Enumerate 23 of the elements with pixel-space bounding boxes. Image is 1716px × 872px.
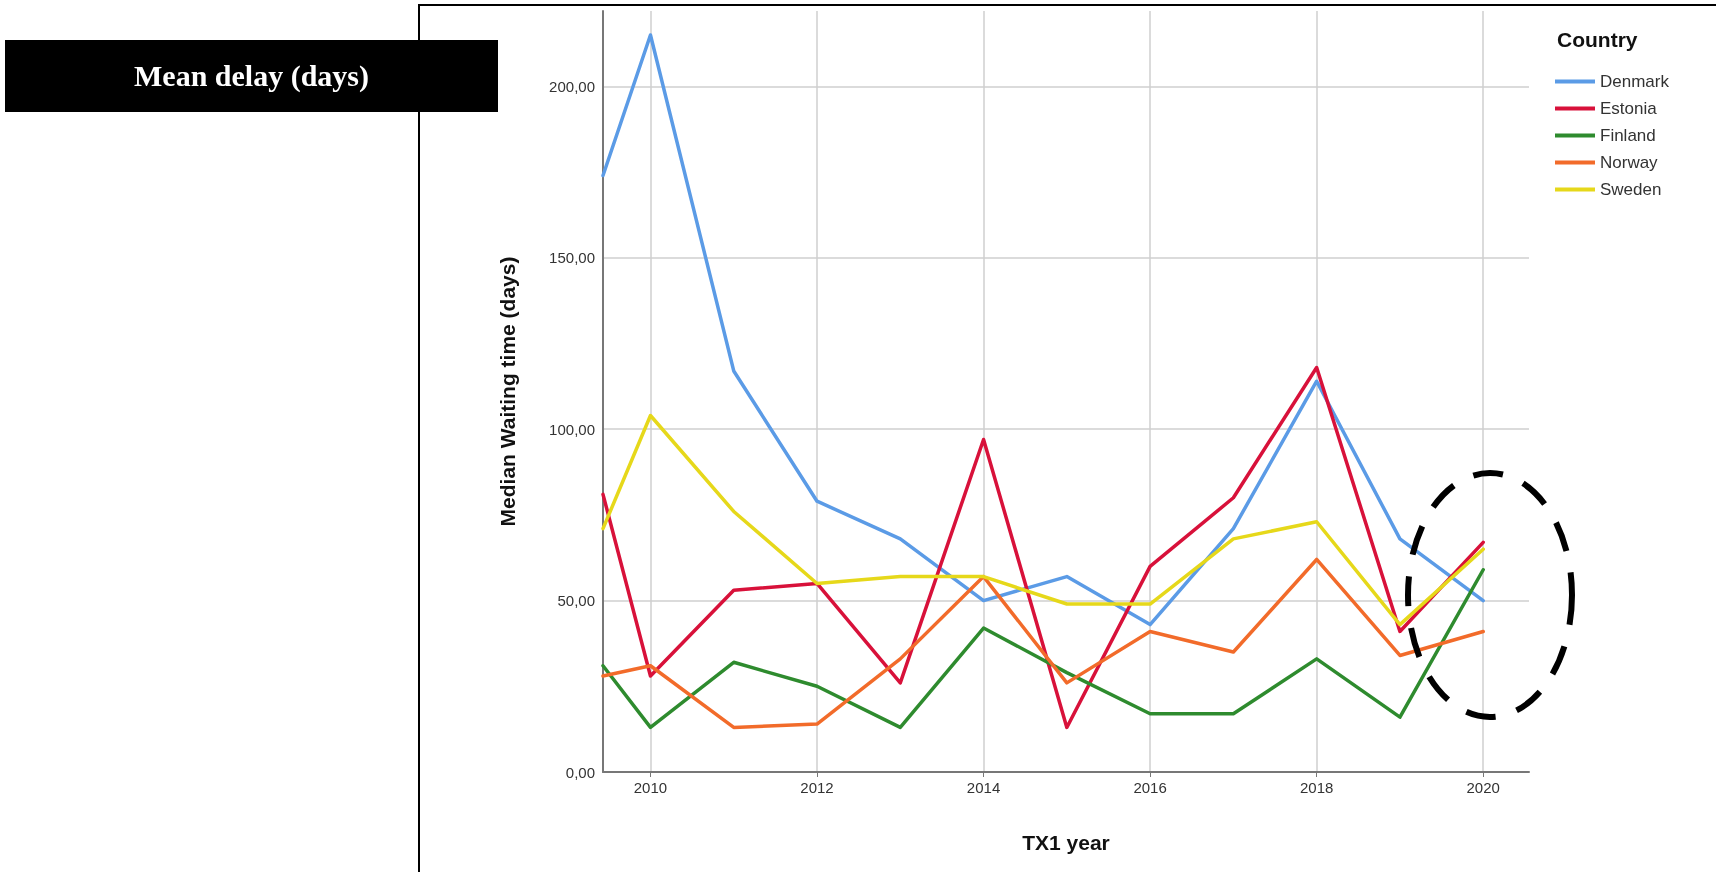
x-tick-label: 2018	[1299, 779, 1334, 796]
x-tick-label: 2020	[1466, 779, 1500, 796]
legend-label: Estonia	[1600, 99, 1658, 118]
legend-label: Finland	[1600, 126, 1656, 145]
legend-label: Sweden	[1600, 180, 1662, 199]
x-tick-label: 2010	[633, 779, 668, 796]
y-tick-label: 200,00	[549, 77, 595, 95]
x-tick-label: 2016	[1133, 779, 1167, 796]
x-tick-label: 2014	[966, 779, 1001, 796]
line-series	[601, 365, 1485, 730]
line-series	[601, 33, 1485, 627]
y-tick-label: 0,00	[565, 763, 595, 781]
x-tick-label: 2012	[800, 779, 834, 796]
y-axis-title: Median Waiting time (days)	[496, 256, 519, 527]
text: Mean delay (days)	[5, 40, 498, 112]
line-series	[601, 413, 1485, 627]
y-tick-label: 50,00	[557, 592, 595, 610]
x-axis-title: TX1 year	[1022, 831, 1110, 854]
legend-label: Norway	[1600, 153, 1659, 172]
legend-label: Denmark	[1600, 72, 1670, 91]
y-tick-label: 150,00	[549, 249, 595, 267]
y-tick-label: 100,00	[549, 420, 595, 438]
legend-title: Country	[1557, 28, 1638, 51]
